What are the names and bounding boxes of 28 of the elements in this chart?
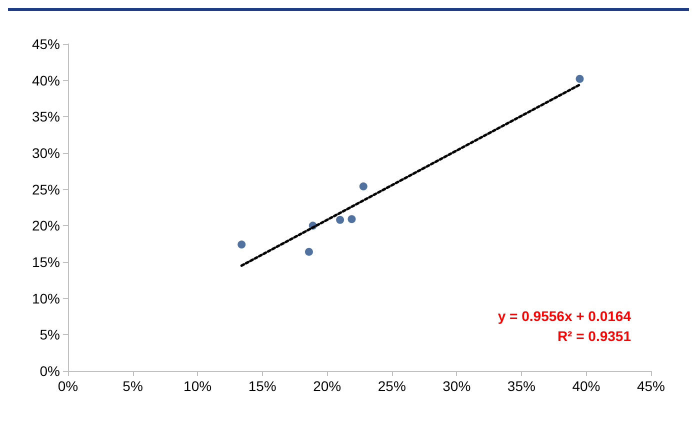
x-tick-label: 30% [442,378,471,394]
annotation: y = 0.9556x + 0.0164 [498,308,632,324]
y-tick-label: 20% [32,218,60,234]
y-tick-label: 10% [32,290,60,306]
point [359,182,368,190]
annotation: R² = 0.9351 [557,328,632,344]
y-tick-label: 25% [32,181,60,198]
y-tick-label: 0% [40,363,60,379]
y-tick-label: 5% [40,326,60,343]
x-tick-label: 15% [248,378,276,394]
y-tick-label: 30% [32,145,60,161]
x-tick-label: 20% [313,378,342,394]
x-tick-label: 5% [122,378,143,394]
x-tick-label: 35% [507,378,536,394]
x-tick-label: 40% [572,378,600,394]
x-tick-label: 0% [58,378,78,394]
y-tick-label: 35% [32,108,60,125]
y-tick-label: 15% [32,254,60,270]
x-tick-label: 25% [378,378,406,394]
x-tick-label: 10% [184,378,212,394]
point [348,215,356,224]
point [336,216,344,224]
x-tick-label: 45% [636,378,666,394]
y-tick-label: 45% [32,36,60,52]
point [304,248,313,256]
point [238,240,246,249]
y-tick-label: 40% [32,72,60,88]
point [576,74,584,83]
